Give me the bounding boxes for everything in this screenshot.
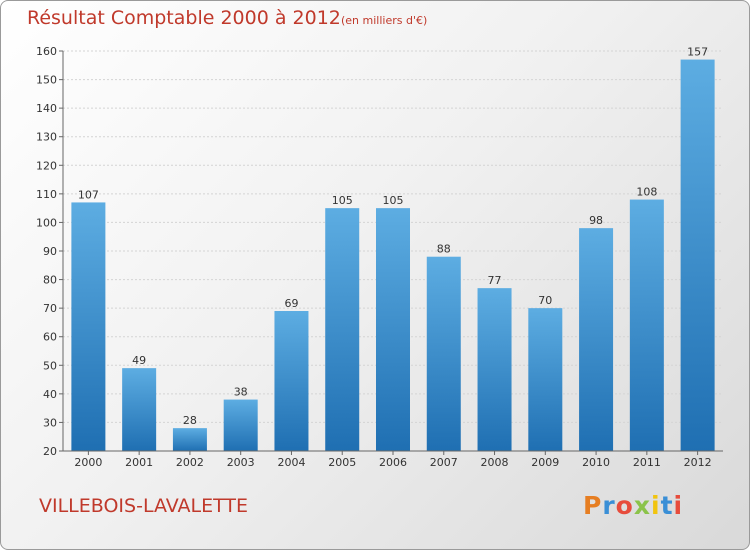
x-tick-label: 2004 [277,456,305,469]
logo-letter: i [673,491,684,520]
y-tick-label: 110 [36,188,57,201]
bar-2009 [528,308,563,451]
data-label-2004: 69 [284,297,298,310]
y-tick-label: 100 [36,216,57,229]
y-tick-label: 90 [43,245,57,258]
y-tick-label: 160 [36,45,57,58]
chart-title: Résultat Comptable 2000 à 2012 [27,7,341,29]
data-label-2006: 105 [383,194,404,207]
x-tick-label: 2008 [481,456,509,469]
bar-2007 [426,256,461,451]
data-label-2000: 107 [78,188,99,201]
y-tick-label: 70 [43,302,57,315]
y-tick-label: 80 [43,274,57,287]
commune-name: VILLEBOIS-LAVALETTE [39,495,249,517]
data-label-2005: 105 [332,194,353,207]
x-tick-label: 2001 [125,456,153,469]
y-tick-label: 60 [43,331,57,344]
bar-2006 [376,208,410,451]
bar-2008 [477,288,512,451]
x-tick-label: 2003 [227,456,255,469]
x-tick-label: 2010 [582,456,610,469]
x-tick-label: 2012 [684,456,712,469]
bar-2003 [223,399,258,451]
y-tick-label: 130 [36,131,57,144]
bar-2012 [680,59,715,451]
bar-2011 [629,199,664,451]
y-tick-label: 40 [43,388,57,401]
data-label-2001: 49 [132,354,146,367]
proxiti-logo: Proxiti [583,491,683,520]
grid-lines [63,50,723,452]
x-tick-label: 2000 [74,456,102,469]
data-label-2007: 88 [437,243,451,256]
bar-2000 [71,202,106,451]
logo-letter: P [583,491,603,520]
axes: 20 30 40 50 60 70 80 90 100 110 120 130 140 150 160 200… [36,45,723,469]
data-label-2003: 38 [234,386,248,399]
x-tick-label: 2002 [176,456,204,469]
y-tick-label: 50 [43,359,57,372]
bar-2010 [579,228,614,451]
data-label-2010: 98 [589,214,603,227]
y-tick-label: 120 [36,159,57,172]
logo-letter: i [651,491,661,520]
bars [71,59,715,451]
unit-note: (en milliers d'€) [341,14,428,27]
x-tick-label: 2007 [430,456,458,469]
y-tick-label: 30 [43,416,57,429]
x-tick-label: 2005 [328,456,356,469]
data-label-2002: 28 [183,414,197,427]
data-label-2012: 157 [687,46,708,59]
data-label-2008: 77 [488,274,502,287]
bar-2005 [325,208,360,451]
y-tick-label: 140 [36,102,57,115]
logo-letter: r [602,491,616,520]
logo-letter: x [633,491,651,520]
data-label-2009: 70 [538,294,552,307]
y-tick-label: 20 [43,445,57,458]
bar-2004 [274,311,309,451]
bar-2001 [122,368,157,451]
y-tick-label: 150 [36,74,57,87]
data-label-2011: 108 [636,186,657,199]
x-tick-label: 2006 [379,456,407,469]
x-tick-label: 2009 [531,456,559,469]
logo-letter: o [615,491,634,520]
x-tick-label: 2011 [633,456,661,469]
bar-2002 [172,428,207,451]
data-labels: 107 49 28 38 69 105 105 88 77 70 98 108 157 [78,46,708,428]
logo-letter: t [660,491,674,520]
